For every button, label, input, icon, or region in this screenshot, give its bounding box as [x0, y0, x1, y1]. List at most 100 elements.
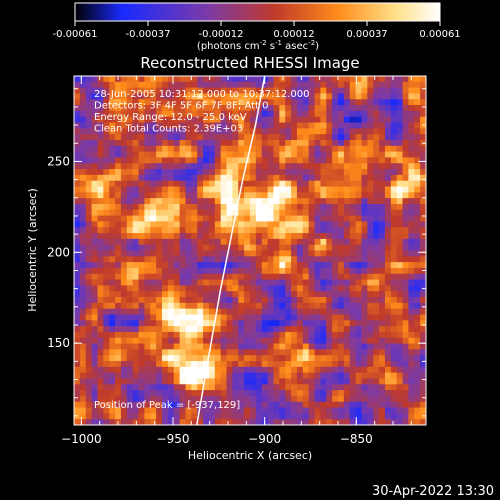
heatmap-cell: [232, 320, 239, 327]
heatmap-cell: [273, 262, 280, 269]
heatmap-cell: [308, 122, 316, 129]
heatmap-cell: [390, 93, 398, 100]
heatmap-cell: [308, 419, 316, 425]
heatmap-cell: [332, 180, 339, 188]
heatmap-cell: [85, 221, 93, 228]
heatmap-cell: [226, 81, 233, 89]
heatmap-cell: [420, 163, 426, 170]
heatmap-cell: [132, 267, 140, 275]
heatmap-cell: [320, 203, 327, 211]
heatmap-cell: [279, 238, 286, 246]
heatmap-cell: [103, 215, 110, 223]
heatmap-cell: [308, 180, 316, 188]
heatmap-cell: [373, 198, 380, 205]
heatmap-cell: [279, 378, 286, 385]
heatmap-cell: [203, 174, 210, 182]
heatmap-cell: [115, 250, 122, 257]
heatmap-cell: [402, 279, 409, 286]
heatmap-cell: [302, 169, 310, 176]
heatmap-cell: [326, 314, 333, 321]
heatmap-cell: [208, 273, 216, 281]
heatmap-cell: [91, 192, 99, 199]
heatmap-cell: [343, 320, 351, 327]
heatmap-cell: [126, 314, 134, 321]
heatmap-cell: [273, 384, 280, 391]
heatmap-cell: [396, 122, 404, 129]
heatmap-cell: [326, 151, 333, 159]
heatmap-cell: [74, 267, 81, 275]
heatmap-cell: [97, 221, 104, 228]
heatmap-cell: [185, 314, 192, 321]
heatmap-cell: [408, 203, 415, 211]
heatmap-cell: [208, 395, 216, 403]
heatmap-cell: [179, 413, 187, 420]
heatmap-cell: [85, 285, 93, 292]
heatmap-cell: [355, 407, 363, 414]
heatmap-cell: [343, 110, 351, 118]
heatmap-cell: [138, 157, 145, 164]
heatmap-cell: [126, 361, 134, 368]
heatmap-cell: [373, 215, 380, 223]
heatmap-cell: [185, 366, 192, 374]
heatmap-cell: [156, 413, 163, 420]
heatmap-cell: [97, 267, 104, 275]
heatmap-cell: [109, 407, 116, 414]
heatmap-cell: [220, 395, 228, 403]
heatmap-cell: [238, 372, 245, 380]
heatmap-cell: [103, 390, 110, 397]
heatmap-cell: [338, 169, 345, 176]
heatmap-cell: [261, 250, 269, 257]
heatmap-cell: [314, 326, 321, 333]
heatmap-cell: [238, 343, 245, 350]
heatmap-cell: [332, 355, 339, 362]
heatmap-cell: [373, 349, 380, 356]
heatmap-cell: [302, 180, 310, 188]
heatmap-cell: [197, 291, 204, 298]
heatmap-cell: [314, 256, 321, 263]
heatmap-cell: [390, 169, 398, 176]
heatmap-cell: [279, 343, 286, 350]
heatmap-cell: [338, 192, 345, 199]
heatmap-cell: [244, 372, 251, 380]
heatmap-cell: [197, 337, 204, 345]
heatmap-cell: [173, 297, 181, 304]
heatmap-cell: [308, 413, 316, 420]
heatmap-cell: [390, 331, 398, 339]
heatmap-cell: [173, 331, 181, 339]
heatmap-cell: [167, 279, 175, 286]
heatmap-cell: [197, 180, 204, 188]
heatmap-cell: [191, 169, 198, 176]
heatmap-cell: [150, 238, 157, 246]
heatmap-cell: [232, 139, 239, 147]
heatmap-cell: [279, 366, 286, 374]
heatmap-cell: [291, 203, 298, 211]
heatmap-cell: [349, 372, 357, 380]
heatmap-cell: [314, 250, 321, 257]
heatmap-cell: [244, 116, 251, 124]
heatmap-cell: [250, 401, 257, 409]
heatmap-cell: [420, 256, 426, 263]
heatmap-cell: [338, 157, 345, 164]
plot-frame: [73, 75, 427, 426]
heatmap-cell: [402, 291, 409, 298]
heatmap-cell: [132, 320, 140, 327]
heatmap-cell: [167, 361, 175, 368]
info-line: Detectors: 3F 4F 5F 6F 7F 8F; Att 0: [94, 101, 269, 112]
heatmap-cell: [250, 331, 257, 339]
heatmap-cell: [191, 87, 198, 95]
heatmap-cell: [296, 267, 304, 275]
heatmap-cell: [373, 238, 380, 246]
heatmap-cell: [338, 209, 345, 217]
heatmap-cell: [167, 186, 175, 193]
heatmap-cell: [74, 331, 81, 339]
heatmap-cell: [156, 169, 163, 176]
heatmap-cell: [291, 413, 298, 420]
heatmap-cell: [191, 81, 198, 89]
heatmap-cell: [355, 139, 363, 147]
heatmap-cell: [103, 395, 110, 403]
heatmap-cell: [238, 395, 245, 403]
heatmap-cell: [343, 256, 351, 263]
heatmap-cell: [144, 419, 151, 425]
heatmap-cell: [232, 331, 239, 339]
heatmap-cell: [250, 221, 257, 228]
